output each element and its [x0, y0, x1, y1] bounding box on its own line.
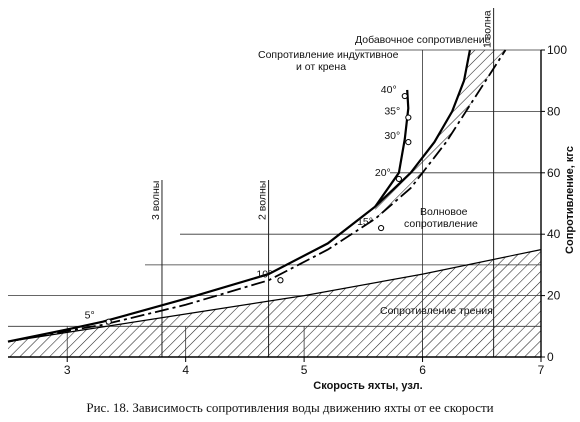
y-tick-label: 0 [547, 350, 554, 364]
series-line [7, 89, 410, 343]
wave-line-label: 3 волны [150, 181, 162, 220]
heel-point [401, 92, 408, 100]
heel-point-label: 35° [384, 106, 400, 118]
friction-resistance-label: Сопротивление трения [380, 305, 493, 317]
x-tick-label: 7 [538, 363, 545, 377]
wave-line-label: 2 волны [257, 181, 269, 220]
x-tick-label: 3 [64, 363, 71, 377]
heel-point-label: 20° [375, 167, 391, 179]
heel-point-label: 30° [384, 130, 400, 142]
y-axis-label: Сопротивление, кгс [564, 146, 576, 254]
axes: 3 4 5 6 70 20 40 60 80 100 [8, 43, 567, 377]
heel-point [105, 318, 112, 325]
added-resistance-label: Добавочное сопротивление [355, 34, 491, 46]
x-axis-label: Скорость яхты, узл. [313, 380, 422, 392]
y-tick-label: 40 [547, 227, 561, 241]
induced-resistance-label: Сопротивление индуктивное и от крена [258, 49, 399, 73]
y-tick-label: 80 [547, 104, 561, 118]
heel-point [395, 175, 402, 183]
induced-upper-branch [374, 49, 472, 208]
x-tick-label: 4 [182, 363, 189, 377]
friction-hatched-area [8, 249, 541, 357]
heel-point [378, 224, 385, 232]
friction-area [8, 249, 541, 357]
heel-point-label: 40° [381, 84, 397, 96]
wave-lines: 3 волны 2 волны 1 волна [150, 8, 495, 357]
heel-point-label: 10° [256, 268, 272, 280]
heel-point [405, 139, 412, 146]
x-tick-label: 6 [419, 363, 426, 377]
y-tick-label: 100 [547, 43, 567, 57]
wave-resistance-label: Волновое сопротивление [404, 206, 478, 230]
series-line [7, 49, 507, 343]
heel-point [405, 114, 412, 121]
heel-point-label: 15° [357, 216, 373, 228]
y-tick-label: 60 [547, 166, 561, 180]
heel-point [277, 277, 284, 284]
series-group [7, 49, 542, 343]
series-line [7, 249, 542, 343]
x-tick-label: 5 [301, 363, 308, 377]
heel-points: 5° 10° 15° 20° 30° 35° 40° [85, 84, 412, 325]
grid [8, 49, 541, 357]
y-tick-label: 20 [547, 289, 561, 303]
wave-line-label: 1 волна [482, 10, 494, 48]
figure-caption: Рис. 18. Зависимость сопротивления воды … [86, 400, 494, 415]
heel-point-label: 5° [85, 310, 95, 322]
